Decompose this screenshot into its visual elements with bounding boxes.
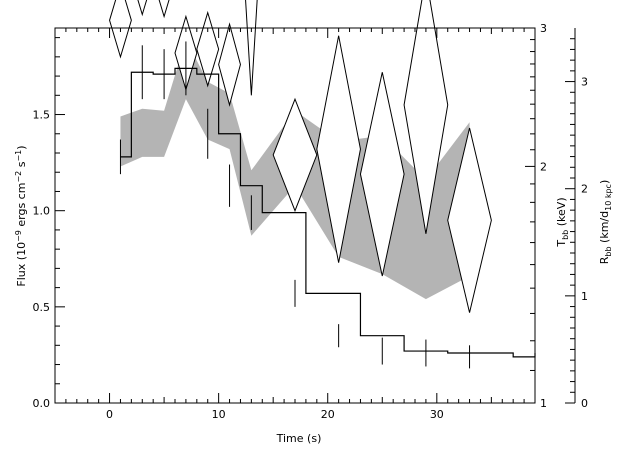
x-tick-label-2: 20 (321, 408, 335, 421)
y-axis-label-temperature: Tbb (keV) (555, 197, 570, 247)
temperature-tick-label-2: 3 (540, 22, 547, 35)
radius-diamond-5 (218, 22, 241, 107)
radius-tick-label-1: 1 (581, 290, 588, 303)
temperature-tick-label-0: 1 (540, 397, 547, 410)
radius-diamond-4 (196, 10, 220, 88)
radius-diamond-11 (447, 127, 492, 313)
y-tick-label-0: 0.0 (33, 397, 51, 410)
temperature-tick-label-1: 2 (540, 160, 547, 173)
radius-tick-label-3: 3 (581, 76, 588, 89)
y-tick-label-3: 1.5 (33, 109, 51, 122)
radius-diamond-9 (359, 72, 405, 277)
radius-tick-label-2: 2 (581, 183, 588, 196)
radius-diamond-10 (403, 0, 449, 234)
radius-diamond-8 (316, 35, 361, 263)
radius-tick-label-0: 0 (581, 397, 588, 410)
radius-diamond-7 (272, 97, 318, 213)
radius-diamonds-layer (109, 0, 492, 313)
x-tick-label-0: 0 (106, 408, 113, 421)
radius-diamond-1 (137, 0, 148, 17)
flux-histogram-layer (119, 41, 536, 369)
y-axis-label-left: Flux (10−9 ergs cm−2 s−1) (14, 145, 28, 286)
y-tick-label-1: 0.5 (33, 301, 51, 314)
flux-histogram (120, 67, 536, 358)
y-axis-label-radius: Rbb (km/d10 kpc) (598, 180, 613, 265)
x-tick-label-3: 30 (430, 408, 444, 421)
radius-diamond-6 (245, 0, 258, 96)
x-axis-label: Time (s) (276, 432, 322, 445)
y-tick-label-2: 1.0 (33, 205, 51, 218)
radius-diamond-2 (158, 0, 170, 19)
x-tick-label-1: 10 (212, 408, 226, 421)
